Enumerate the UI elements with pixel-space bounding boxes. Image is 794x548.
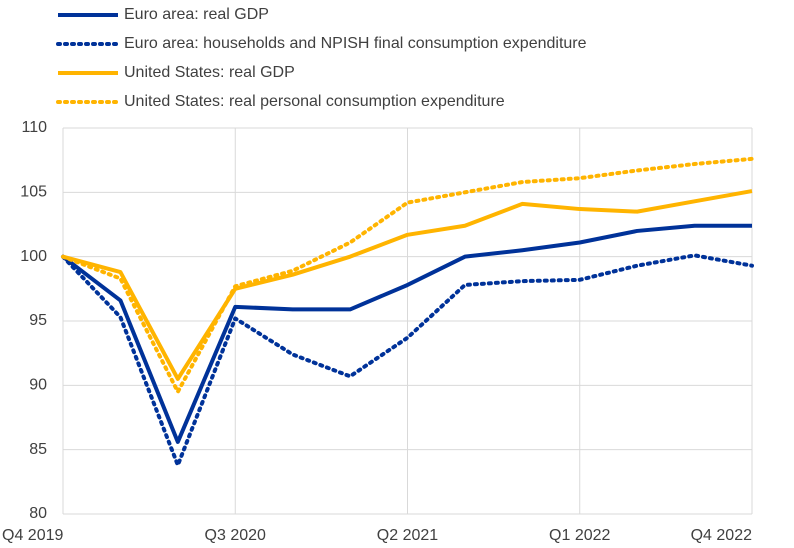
- x-tick-label: Q4 2022: [691, 527, 752, 544]
- x-tick-label: Q4 2019: [2, 527, 63, 544]
- y-tick-label: 90: [29, 377, 47, 394]
- series-line: [61, 156, 754, 394]
- series-line: [62, 189, 753, 381]
- y-tick-label: 80: [29, 505, 47, 522]
- y-tick-label: 110: [21, 119, 47, 136]
- series-line: [61, 223, 752, 444]
- x-tick-label: Q3 2020: [205, 527, 266, 544]
- y-tick-label: 105: [20, 184, 47, 201]
- x-tick-label: Q2 2021: [377, 527, 438, 544]
- y-tick-label: 100: [20, 248, 47, 265]
- legend-label: United States: real GDP: [124, 64, 295, 81]
- y-tick-label: 95: [29, 312, 47, 329]
- x-tick-label: Q1 2022: [549, 527, 610, 544]
- series-line: [61, 253, 754, 468]
- legend-label: United States: real personal consumption…: [124, 93, 505, 110]
- legend-label: Euro area: households and NPISH final co…: [124, 35, 587, 52]
- legend-label: Euro area: real GDP: [124, 6, 269, 23]
- y-tick-label: 85: [29, 441, 47, 458]
